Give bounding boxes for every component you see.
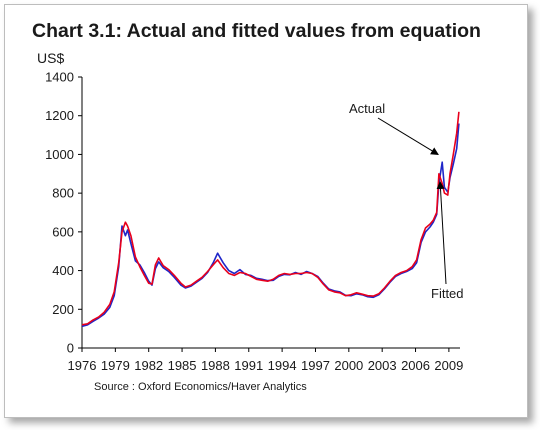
annotation-actual-arrow [377,117,439,155]
annotation-fitted-arrow [436,181,447,285]
y-tick-label: 1000 [45,147,74,162]
y-tick-label: 800 [52,186,74,201]
x-tick-label: 1991 [234,358,263,373]
x-tick-label: 2000 [334,358,363,373]
y-tick-label: 0 [67,341,74,356]
y-axis-unit-label: US$ [37,50,65,66]
annotation-actual-label: Actual [349,101,385,116]
x-tick-label: 2009 [434,358,463,373]
annotation-fitted-label: Fitted [431,286,464,301]
x-tick-label: 1988 [201,358,230,373]
source-note: Source : Oxford Economics/Haver Analytic… [94,381,307,393]
x-tick-label: 1979 [101,358,130,373]
y-tick-label: 400 [52,263,74,278]
series-line-actual [81,111,460,326]
chart-frame [4,4,528,418]
x-tick-label: 1997 [301,358,330,373]
chart-title: Chart 3.1: Actual and fitted values from… [32,20,481,42]
x-tick-label: 1994 [268,358,297,373]
chart-annotations: Actual Fitted [349,101,464,301]
series-line-fitted [81,123,460,328]
x-tick-label: 1976 [68,358,97,373]
x-tick-label: 2006 [401,358,430,373]
chart-axes: 0 200 400 600 800 1000 1200 1400 1976 1979 1982 198… [45,70,463,374]
y-tick-label: 1200 [45,108,74,123]
y-tick-label: 1400 [45,70,74,85]
x-tick-label: 1982 [134,358,163,373]
chart-series-layer [81,111,460,328]
y-tick-label: 600 [52,224,74,239]
x-tick-label: 2003 [368,358,397,373]
y-tick-label: 200 [52,302,74,317]
x-tick-label: 1985 [168,358,197,373]
